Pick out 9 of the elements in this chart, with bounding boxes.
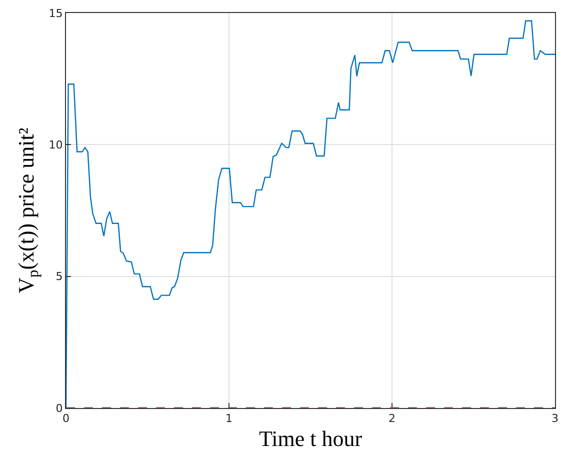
y-tick-label: 0: [56, 402, 63, 415]
y-tick-label: 15: [48, 6, 63, 20]
y-tick-label: 5: [56, 270, 63, 284]
x-tick-label: 3: [552, 412, 558, 426]
y-tick-label: 10: [48, 138, 63, 152]
x-tick-label: 1: [226, 412, 232, 426]
x-tick-label: 2: [388, 412, 396, 426]
x-axis-title: Time t hour: [258, 426, 363, 452]
line-series: [66, 20, 555, 408]
